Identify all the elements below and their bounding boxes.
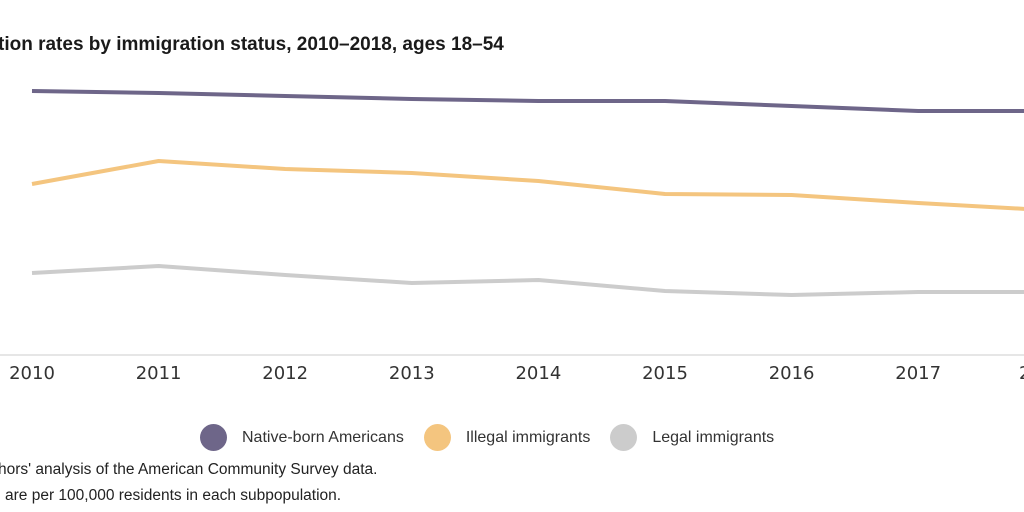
legend-swatch-icon [200, 424, 227, 451]
series-line-legal-immigrants [31, 264, 1024, 297]
chart-title: tion rates by immigration status, 2010–2… [0, 34, 504, 55]
legend-label: Legal immigrants [652, 428, 775, 446]
line-chart: 2010 2011 2012 2013 2014 2015 2016 2017 2 [0, 89, 1024, 384]
legend: Native-born Americans Illegal immigrants… [200, 424, 794, 451]
legend-item-illegal: Illegal immigrants [423, 424, 591, 451]
source-note: hors' analysis of the American Community… [0, 461, 378, 478]
x-tick-label: 2010 [9, 363, 55, 384]
legend-swatch-icon [423, 424, 451, 451]
x-tick-label: 2 [1019, 363, 1024, 384]
series-line-native-born-americans [31, 89, 1024, 113]
legend-item-legal: Legal immigrants [610, 424, 774, 451]
series-line-illegal-immigrants [31, 159, 1024, 211]
legend-label: Native-born Americans [242, 428, 404, 446]
x-tick-label: 2011 [136, 363, 182, 384]
x-tick-label: 2013 [389, 363, 435, 384]
x-tick-label: 2015 [642, 363, 688, 384]
legend-swatch-icon [610, 424, 638, 451]
legend-label: Illegal immigrants [465, 428, 591, 446]
x-tick-label: 2014 [515, 363, 561, 384]
units-note: are per 100,000 residents in each subpop… [5, 487, 342, 504]
x-tick-label: 2016 [769, 363, 815, 384]
legend-item-native: Native-born Americans [200, 424, 404, 451]
x-tick-label: 2012 [262, 363, 308, 384]
x-tick-label: 2017 [895, 363, 941, 384]
